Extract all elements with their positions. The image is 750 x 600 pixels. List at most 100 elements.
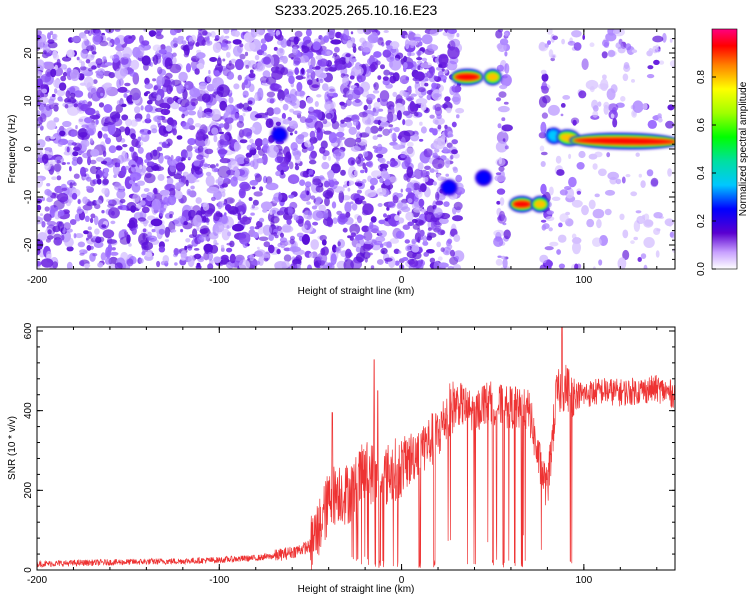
noise-speckle bbox=[66, 146, 70, 153]
noise-speckle bbox=[260, 201, 273, 211]
noise-speckle bbox=[100, 92, 104, 97]
noise-speckle bbox=[377, 203, 383, 207]
noise-speckle bbox=[89, 217, 94, 224]
noise-speckle bbox=[422, 177, 429, 183]
noise-speckle bbox=[204, 210, 213, 217]
noise-speckle bbox=[203, 163, 209, 168]
noise-speckle bbox=[154, 190, 158, 195]
noise-speckle bbox=[175, 190, 183, 200]
noise-speckle bbox=[254, 226, 260, 230]
noise-speckle bbox=[456, 33, 460, 38]
noise-speckle bbox=[132, 193, 140, 203]
noise-speckle bbox=[97, 68, 106, 75]
noise-speckle bbox=[261, 52, 267, 56]
noise-speckle bbox=[131, 138, 139, 148]
noise-speckle bbox=[366, 93, 376, 101]
noise-speckle bbox=[109, 251, 119, 256]
noise-speckle bbox=[646, 169, 654, 177]
noise-speckle bbox=[449, 85, 456, 96]
noise-speckle bbox=[600, 78, 609, 91]
noise-speckle bbox=[180, 149, 188, 159]
noise-speckle bbox=[250, 142, 256, 150]
noise-speckle bbox=[323, 130, 333, 135]
noise-speckle bbox=[610, 113, 615, 119]
noise-speckle bbox=[452, 215, 463, 222]
noise-speckle bbox=[84, 215, 90, 222]
noise-speckle bbox=[601, 51, 608, 59]
noise-speckle bbox=[74, 142, 82, 151]
noise-speckle bbox=[367, 117, 372, 125]
noise-speckle bbox=[158, 49, 167, 55]
noise-speckle bbox=[276, 151, 284, 164]
noise-speckle bbox=[653, 227, 661, 235]
noise-speckle bbox=[453, 234, 461, 242]
noise-speckle bbox=[144, 118, 152, 124]
noise-speckle bbox=[438, 64, 443, 68]
noise-speckle bbox=[297, 218, 304, 227]
noise-speckle bbox=[69, 166, 72, 172]
noise-speckle bbox=[502, 258, 508, 269]
noise-speckle bbox=[141, 206, 150, 214]
noise-speckle bbox=[185, 179, 189, 187]
x-tick-label: -100 bbox=[209, 575, 229, 586]
noise-speckle bbox=[438, 54, 449, 66]
noise-speckle bbox=[324, 91, 330, 103]
noise-speckle bbox=[422, 235, 428, 244]
noise-speckle bbox=[623, 64, 631, 72]
noise-speckle bbox=[283, 247, 291, 252]
noise-speckle bbox=[615, 42, 624, 49]
noise-speckle bbox=[345, 211, 351, 218]
noise-speckle bbox=[389, 57, 402, 71]
noise-speckle bbox=[319, 78, 324, 84]
noise-speckle bbox=[173, 124, 177, 129]
noise-speckle bbox=[219, 123, 225, 128]
noise-speckle bbox=[347, 187, 351, 192]
noise-speckle bbox=[86, 45, 95, 52]
noise-speckle bbox=[434, 148, 440, 153]
noise-speckle bbox=[227, 231, 232, 237]
noise-speckle bbox=[448, 40, 456, 51]
spectral-feature bbox=[484, 69, 502, 85]
noise-speckle bbox=[503, 229, 511, 240]
noise-speckle bbox=[40, 83, 49, 90]
noise-speckle bbox=[383, 30, 389, 33]
noise-speckle bbox=[181, 113, 185, 119]
noise-speckle bbox=[392, 91, 398, 98]
noise-speckle bbox=[123, 157, 130, 162]
noise-speckle bbox=[145, 192, 155, 202]
noise-speckle bbox=[358, 111, 368, 118]
noise-speckle bbox=[154, 107, 164, 113]
noise-speckle bbox=[277, 89, 283, 93]
noise-speckle bbox=[37, 198, 43, 204]
noise-speckle bbox=[301, 76, 306, 79]
noise-speckle bbox=[148, 30, 157, 37]
noise-speckle bbox=[172, 52, 177, 57]
noise-speckle bbox=[635, 210, 642, 214]
noise-speckle bbox=[542, 223, 550, 230]
noise-speckle bbox=[254, 173, 262, 183]
noise-speckle bbox=[273, 107, 281, 115]
noise-speckle bbox=[122, 144, 128, 148]
noise-speckle bbox=[140, 105, 144, 111]
noise-speckle bbox=[383, 213, 387, 218]
noise-speckle bbox=[73, 233, 77, 239]
noise-speckle bbox=[370, 185, 375, 191]
noise-speckle bbox=[498, 29, 503, 33]
noise-speckle bbox=[255, 249, 266, 258]
noise-speckle bbox=[407, 198, 413, 204]
noise-speckle bbox=[498, 210, 506, 222]
noise-speckle bbox=[214, 70, 220, 77]
noise-speckle bbox=[254, 114, 263, 119]
noise-speckle bbox=[498, 156, 503, 165]
noise-speckle bbox=[355, 137, 362, 143]
noise-speckle bbox=[306, 201, 311, 205]
noise-speckle bbox=[406, 250, 417, 259]
noise-speckle bbox=[555, 155, 562, 164]
noise-speckle bbox=[61, 56, 72, 62]
snr-ylabel: SNR (10 * v/v) bbox=[7, 416, 18, 480]
noise-speckle bbox=[350, 232, 355, 237]
noise-speckle bbox=[226, 242, 233, 246]
noise-speckle bbox=[295, 135, 304, 145]
noise-speckle bbox=[319, 146, 326, 154]
noise-speckle bbox=[640, 253, 647, 259]
